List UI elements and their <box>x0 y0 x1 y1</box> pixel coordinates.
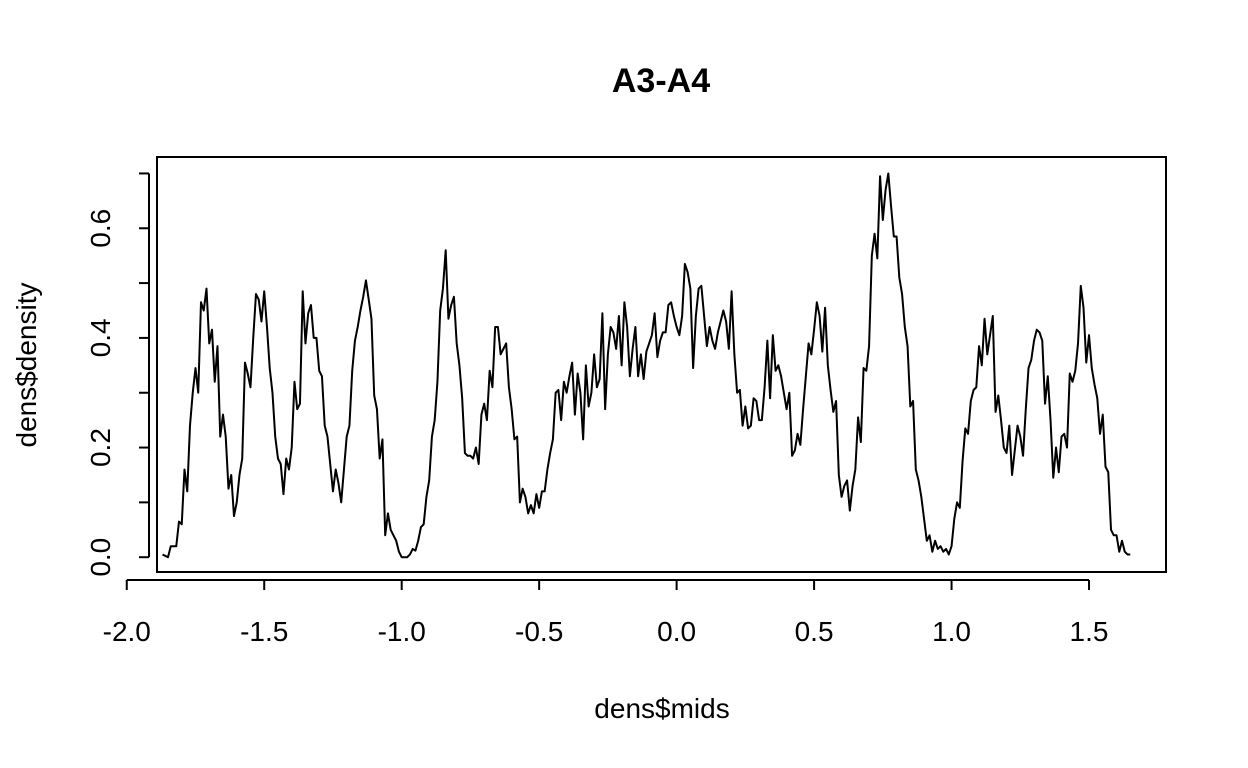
x-tick-label: -1.5 <box>240 616 288 647</box>
y-tick-label: 0.0 <box>85 538 116 577</box>
x-tick-label: 1.0 <box>932 616 971 647</box>
y-axis: 0.0 0.2 0.4 0.6 <box>85 173 149 576</box>
x-tick-label: -0.5 <box>515 616 563 647</box>
x-axis-label: dens$mids <box>594 693 729 724</box>
series-layer <box>163 173 1131 557</box>
y-tick-label: 0.4 <box>85 318 116 357</box>
x-tick-label: -1.0 <box>378 616 426 647</box>
x-tick-label: 1.5 <box>1070 616 1109 647</box>
y-tick-label: 0.6 <box>85 209 116 248</box>
y-tick-label: 0.2 <box>85 428 116 467</box>
x-tick-label: 0.0 <box>657 616 696 647</box>
plot-frame <box>157 157 1166 572</box>
x-tick-label: 0.5 <box>795 616 834 647</box>
density-series-line <box>163 173 1131 557</box>
y-axis-label: dens$density <box>11 282 42 447</box>
x-tick-label: -2.0 <box>103 616 151 647</box>
x-axis: -2.0 -1.5 -1.0 -0.5 0.0 0.5 1.0 1.5 <box>103 580 1109 647</box>
chart-title: A3-A4 <box>612 62 710 100</box>
